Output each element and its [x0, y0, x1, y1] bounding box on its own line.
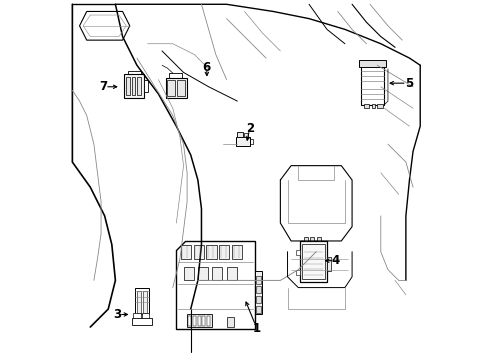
Bar — [124, 74, 144, 98]
Text: 1: 1 — [252, 322, 261, 335]
Bar — [219, 244, 229, 259]
Bar — [376, 104, 382, 108]
Bar — [360, 63, 384, 105]
Bar — [202, 316, 205, 326]
Bar — [165, 78, 187, 98]
Bar — [177, 80, 185, 96]
Bar — [206, 244, 216, 259]
Bar — [255, 306, 260, 313]
Polygon shape — [176, 241, 255, 329]
Bar — [212, 267, 222, 280]
Bar — [131, 77, 135, 95]
Text: 2: 2 — [245, 122, 253, 135]
Bar — [126, 77, 129, 95]
Bar — [137, 77, 140, 95]
Bar — [198, 267, 207, 280]
Bar — [302, 244, 324, 279]
Bar — [193, 244, 203, 259]
Bar — [167, 80, 175, 96]
Bar — [206, 316, 210, 326]
Bar — [132, 318, 152, 325]
Bar — [244, 134, 247, 137]
Bar — [183, 267, 193, 280]
Bar — [192, 316, 196, 326]
Bar — [142, 291, 147, 313]
Bar — [303, 237, 307, 241]
Bar — [363, 104, 368, 108]
Polygon shape — [80, 12, 129, 40]
Text: 5: 5 — [405, 77, 413, 90]
Text: 4: 4 — [331, 254, 339, 267]
Bar — [135, 288, 149, 315]
Bar — [316, 237, 320, 241]
Bar — [144, 80, 148, 92]
Bar — [371, 104, 375, 108]
Bar — [142, 314, 149, 319]
Bar — [296, 250, 300, 255]
Text: 7: 7 — [99, 80, 107, 93]
Bar — [255, 296, 260, 303]
Bar — [309, 237, 314, 241]
Bar — [326, 257, 330, 271]
Bar — [232, 244, 242, 259]
Bar — [133, 314, 140, 319]
Text: 6: 6 — [203, 60, 210, 73]
Bar — [235, 137, 249, 146]
Bar — [255, 286, 260, 293]
Bar — [226, 317, 234, 327]
Bar — [188, 316, 191, 326]
Bar — [359, 60, 386, 67]
Bar — [255, 276, 260, 284]
Bar — [237, 132, 242, 137]
Bar — [226, 267, 236, 280]
Bar — [187, 315, 212, 327]
Bar — [180, 244, 190, 259]
Text: 3: 3 — [113, 308, 121, 321]
Bar — [296, 270, 300, 275]
Bar — [300, 241, 326, 282]
Bar — [197, 316, 201, 326]
Bar — [255, 271, 261, 315]
Bar — [137, 291, 141, 313]
